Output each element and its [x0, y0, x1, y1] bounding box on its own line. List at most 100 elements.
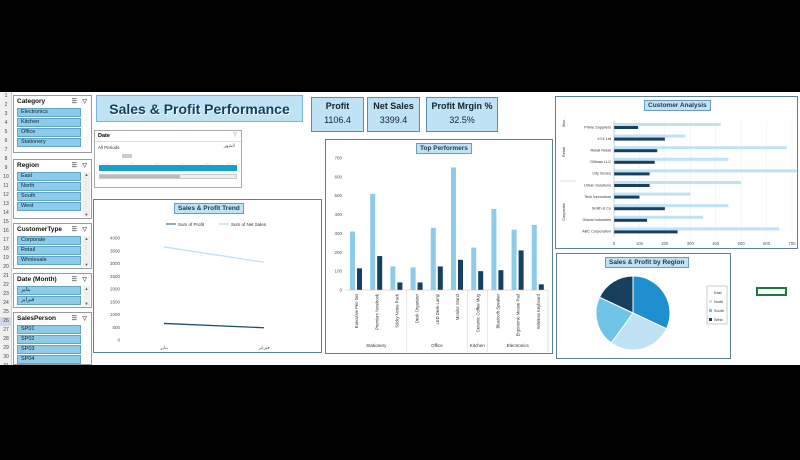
date-month-slicer-scrollbar[interactable]: ▲ ▼ [83, 286, 90, 306]
clear-filter-icon[interactable]: ▽ [82, 227, 87, 233]
region-slicer-item[interactable]: West [17, 202, 81, 211]
y-tick-label: 2500 [110, 274, 121, 279]
timeline-scroll-thumb[interactable] [100, 175, 180, 178]
y-tick-label: 400 [334, 212, 342, 217]
date-month-slicer-title: Date (Month) [17, 276, 57, 283]
pie-legend-box [706, 285, 728, 325]
customer-type-slicer-item[interactable]: Wholesale [17, 256, 81, 265]
salesperson-slicer-item[interactable]: SP02 [17, 335, 81, 344]
row-number[interactable]: 21 [3, 273, 9, 279]
row-number[interactable]: 3 [4, 111, 8, 117]
row-number[interactable]: 30 [3, 354, 9, 360]
customer-analysis-chart[interactable]: 0 100 200 300 400 500 600 700 Prime Suppliers XYZ… [555, 96, 798, 249]
salesperson-slicer-item[interactable]: SP01 [17, 325, 81, 334]
timeline-unit-dropdown[interactable]: الشهر [223, 143, 235, 148]
row-number[interactable]: 5 [4, 129, 8, 135]
row-number[interactable]: 6 [4, 138, 8, 144]
customer-type-slicer[interactable]: CustomerType ☰ ▽ Corporate Retail Wholesal… [13, 223, 92, 269]
row-number[interactable]: 2 [4, 102, 8, 108]
row-number[interactable]: 25 [3, 309, 9, 315]
row-number[interactable]: 7 [4, 147, 8, 153]
sales-profit-by-region-chart[interactable]: East North South West Sales & Profit by Reg… [556, 253, 731, 359]
kpi-net-sales-card: Net Sales 3399.4 [367, 97, 420, 132]
bar-profit [417, 282, 423, 290]
category-slicer-item[interactable]: Stationery [17, 138, 81, 147]
clear-filter-icon[interactable]: ▽ [82, 99, 87, 105]
clear-filter-icon[interactable]: ▽ [82, 316, 87, 322]
row-number[interactable]: 31 [0, 362, 12, 365]
row-number[interactable]: 24 [3, 300, 9, 306]
row-number[interactable]: 13 [3, 201, 9, 207]
y-category-label: XYZ Ltd [597, 137, 611, 141]
row-number[interactable]: 20 [3, 264, 9, 270]
row-number[interactable]: 12 [3, 192, 9, 198]
category-slicer[interactable]: Category ☰ ▽ Electronics Kitchen Office Sta… [13, 95, 92, 153]
category-slicer-item[interactable]: Electronics [17, 108, 81, 117]
row-number[interactable]: 18 [3, 246, 9, 252]
bar-net-sales [614, 157, 729, 161]
customer-type-slicer-item[interactable]: Corporate [17, 236, 81, 245]
bar-net-sales [614, 204, 729, 208]
x-tick-label: 600 [763, 241, 771, 246]
salesperson-slicer[interactable]: SalesPerson ☰ ▽ SP01 SP02 SP03 SP04 [13, 312, 92, 365]
row-number[interactable]: 9 [4, 165, 8, 171]
row-number[interactable]: 11 [3, 183, 9, 189]
legend-swatch [709, 309, 712, 312]
trend-chart-title: Sales & Profit Trend [174, 203, 244, 214]
row-number[interactable]: 23 [3, 291, 9, 297]
timeline-selected-bar[interactable] [99, 165, 237, 171]
dashboard-title: Sales & Profit Performance [109, 101, 290, 117]
row-number[interactable]: 4 [4, 120, 8, 126]
date-timeline-slicer[interactable]: Date ▽ All Periods الشهر .... .... .... … [94, 130, 242, 188]
top-performers-chart[interactable]: 700 600 500 400 300 200 100 0 Executive Pen Set P… [325, 139, 553, 354]
bar-profit [614, 160, 655, 164]
bar-net-sales [614, 181, 742, 184]
salesperson-slicer-item[interactable]: SP03 [17, 345, 81, 354]
multi-select-icon[interactable]: ☰ [71, 163, 77, 169]
row-number[interactable]: 14 [3, 210, 9, 216]
multi-select-icon[interactable]: ☰ [71, 277, 77, 283]
legend-label: South [714, 309, 724, 313]
row-number[interactable]: 8 [4, 156, 8, 162]
category-slicer-item[interactable]: Office [17, 128, 81, 137]
row-number[interactable]: 10 [3, 174, 9, 180]
customer-type-slicer-item[interactable]: Retail [17, 246, 81, 255]
clear-filter-icon[interactable]: ▽ [82, 277, 87, 283]
multi-select-icon[interactable]: ☰ [71, 316, 77, 322]
bar-profit [614, 218, 648, 222]
y-tick-label: 0 [117, 338, 120, 343]
date-month-slicer[interactable]: Date (Month) ☰ ▽ يناير فبراير ▲ ▼ [13, 273, 92, 308]
row-number[interactable]: 19 [3, 255, 9, 261]
region-slicer-scrollbar[interactable]: ▲ ▼ [83, 172, 90, 217]
bar-net-sales [511, 229, 517, 290]
clear-filter-icon[interactable]: ▽ [82, 163, 87, 169]
row-number[interactable]: 17 [3, 237, 9, 243]
row-number[interactable]: 28 [3, 336, 9, 342]
category-slicer-item[interactable]: Kitchen [17, 118, 81, 127]
bar-net-sales [531, 224, 537, 290]
row-number[interactable]: 27 [3, 327, 9, 333]
timeline-scrollbar[interactable] [99, 174, 237, 179]
date-month-slicer-item[interactable]: يناير [17, 286, 81, 295]
salesperson-slicer-item[interactable]: SP04 [17, 355, 81, 364]
customer-type-slicer-title: CustomerType [17, 226, 63, 233]
multi-select-icon[interactable]: ☰ [71, 99, 77, 105]
multi-select-icon[interactable]: ☰ [71, 227, 77, 233]
date-month-slicer-item[interactable]: فبراير [17, 296, 81, 305]
sales-profit-trend-chart[interactable]: Sum of Profit Sum of Net Sales 4000 3500 300… [93, 199, 322, 353]
region-slicer-item[interactable]: South [17, 192, 81, 201]
row-number[interactable]: 15 [3, 219, 9, 225]
selected-cell[interactable] [756, 287, 787, 296]
row-number[interactable]: 29 [3, 345, 9, 351]
row-number[interactable]: 16 [3, 228, 9, 234]
row-number[interactable]: 22 [3, 282, 9, 288]
bar-profit [458, 259, 463, 290]
row-number[interactable]: 26 [0, 317, 12, 326]
clear-filter-icon[interactable]: ▽ [233, 132, 237, 138]
region-slicer[interactable]: Region ☰ ▽ East North South West ▲ ▼ [13, 159, 92, 219]
customer-type-slicer-scrollbar[interactable]: ▲ ▼ [83, 236, 90, 267]
region-slicer-item[interactable]: North [17, 182, 81, 191]
row-number[interactable]: 1 [4, 93, 8, 99]
region-slicer-item[interactable]: East [17, 172, 81, 181]
group-label: Retail [561, 147, 566, 157]
